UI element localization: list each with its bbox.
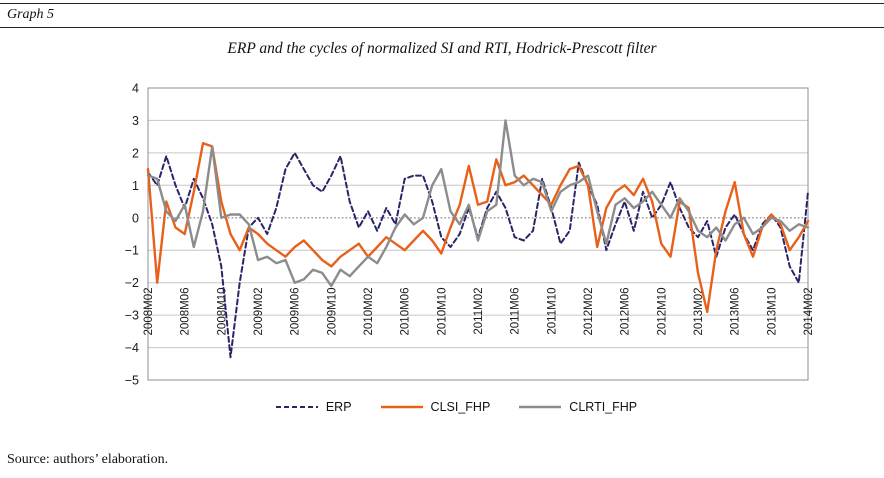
svg-text:2014M02: 2014M02 (803, 288, 815, 336)
svg-text:2008M02: 2008M02 (143, 288, 155, 336)
svg-text:2011M02: 2011M02 (473, 288, 485, 335)
graph-label: Graph 5 (7, 7, 55, 22)
svg-text:2013M02: 2013M02 (693, 288, 705, 336)
svg-text:2009M02: 2009M02 (253, 288, 265, 336)
svg-text:−3: −3 (125, 309, 139, 323)
svg-text:2008M06: 2008M06 (180, 288, 192, 336)
legend-item-clrti-fhp: CLRTI_FHP (518, 400, 637, 414)
line-chart: 4 3 2 1 0 −1 −2 −3 −4 −5 2008M02 2008M06 2008M10 2009… (125, 82, 815, 388)
chart-legend: ERP CLSI_FHP CLRTI_FHP (96, 400, 816, 414)
source-note: Source: authors’ elaboration. (7, 452, 169, 467)
chart-title: ERP and the cycles of normalized SI and … (227, 40, 657, 57)
svg-text:−2: −2 (125, 276, 139, 290)
svg-text:−4: −4 (125, 341, 139, 355)
svg-text:−1: −1 (125, 244, 139, 258)
clrti-fhp-line-swatch (518, 403, 562, 411)
legend-item-erp: ERP (275, 400, 352, 414)
legend-label: CLRTI_FHP (569, 400, 638, 414)
header-rule (0, 27, 884, 28)
svg-text:2009M06: 2009M06 (290, 288, 302, 336)
svg-text:2012M06: 2012M06 (620, 288, 632, 336)
svg-text:2009M10: 2009M10 (326, 288, 338, 336)
svg-text:2011M06: 2011M06 (510, 288, 522, 335)
legend-label: ERP (325, 400, 352, 414)
clsi-fhp-line-swatch (380, 403, 424, 411)
top-rule (0, 3, 884, 4)
svg-text:2008M10: 2008M10 (216, 288, 228, 336)
svg-text:2013M06: 2013M06 (730, 288, 742, 336)
svg-text:3: 3 (132, 114, 139, 128)
erp-line-swatch (275, 403, 319, 411)
svg-text:2: 2 (132, 146, 139, 160)
svg-text:2012M10: 2012M10 (656, 288, 668, 336)
svg-text:0: 0 (132, 211, 139, 225)
legend-item-clsi-fhp: CLSI_FHP (380, 400, 491, 414)
svg-text:−5: −5 (125, 374, 139, 388)
svg-text:1: 1 (132, 179, 139, 193)
svg-text:2013M10: 2013M10 (766, 288, 778, 336)
svg-text:2011M10: 2011M10 (546, 288, 558, 335)
svg-text:2010M06: 2010M06 (400, 288, 412, 336)
svg-text:2010M10: 2010M10 (436, 288, 448, 336)
svg-text:2010M02: 2010M02 (363, 288, 375, 336)
legend-label: CLSI_FHP (430, 400, 491, 414)
svg-text:4: 4 (132, 82, 139, 96)
chart-area: 4 3 2 1 0 −1 −2 −3 −4 −5 2008M02 2008M06 2008M10 2009… (96, 76, 816, 392)
svg-text:2012M02: 2012M02 (583, 288, 595, 336)
